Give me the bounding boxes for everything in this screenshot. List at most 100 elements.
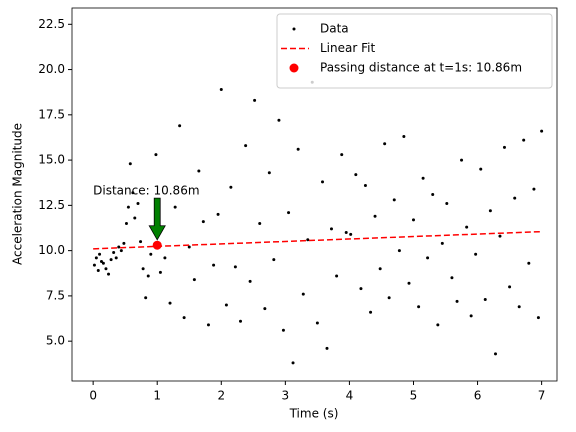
data-point bbox=[136, 202, 140, 206]
data-point bbox=[146, 274, 150, 278]
data-point bbox=[513, 196, 517, 200]
data-point bbox=[182, 316, 186, 320]
x-tick-label: 0 bbox=[89, 389, 97, 403]
data-point bbox=[187, 245, 191, 249]
data-point bbox=[119, 249, 123, 253]
data-point bbox=[263, 307, 267, 311]
y-tick-label: 7.5 bbox=[46, 288, 65, 302]
data-point bbox=[445, 202, 449, 206]
data-point bbox=[498, 234, 502, 238]
legend-label: Linear Fit bbox=[320, 41, 375, 55]
y-tick-label: 10.0 bbox=[38, 243, 65, 257]
data-point bbox=[383, 142, 387, 146]
data-point bbox=[450, 276, 454, 280]
data-point bbox=[216, 212, 220, 216]
data-point bbox=[122, 241, 126, 245]
data-point bbox=[493, 352, 497, 356]
data-point bbox=[212, 263, 216, 267]
fit-line bbox=[93, 230, 542, 250]
data-point bbox=[94, 256, 98, 260]
data-point bbox=[99, 259, 103, 263]
data-point bbox=[431, 193, 435, 196]
data-point bbox=[474, 252, 478, 256]
data-point bbox=[168, 301, 172, 305]
data-point bbox=[267, 171, 271, 175]
data-point bbox=[149, 252, 153, 256]
data-point bbox=[359, 287, 363, 291]
data-point bbox=[114, 256, 118, 260]
annotation-arrow bbox=[148, 197, 166, 241]
plot-frame bbox=[71, 7, 558, 382]
legend-marker bbox=[292, 27, 296, 31]
data-point bbox=[488, 209, 492, 213]
data-point bbox=[306, 238, 310, 242]
data-point bbox=[272, 258, 276, 262]
data-point bbox=[154, 153, 158, 157]
y-tick-label: 5.0 bbox=[46, 334, 65, 348]
data-point bbox=[163, 256, 167, 260]
x-tick-label: 6 bbox=[474, 389, 482, 403]
data-point bbox=[387, 296, 391, 300]
data-point bbox=[201, 220, 205, 224]
data-point bbox=[397, 249, 401, 253]
data-point bbox=[325, 346, 329, 350]
data-point bbox=[329, 227, 333, 231]
data-point bbox=[301, 292, 305, 296]
x-tick-label: 5 bbox=[410, 389, 418, 403]
data-point bbox=[178, 124, 182, 128]
data-point bbox=[219, 87, 223, 91]
data-point bbox=[126, 205, 130, 209]
data-point bbox=[340, 153, 344, 157]
x-tick-label: 1 bbox=[153, 389, 161, 403]
data-point bbox=[426, 256, 430, 260]
data-point bbox=[465, 225, 469, 229]
data-point bbox=[141, 267, 145, 271]
data-point bbox=[112, 250, 116, 254]
data-point bbox=[460, 158, 464, 162]
x-tick-label: 7 bbox=[538, 389, 546, 403]
data-point bbox=[455, 299, 459, 303]
legend-marker bbox=[289, 63, 299, 73]
data-point bbox=[131, 191, 135, 195]
data-point bbox=[128, 162, 132, 166]
data-point bbox=[417, 305, 421, 309]
data-point bbox=[436, 323, 440, 327]
data-point bbox=[206, 323, 210, 327]
data-point bbox=[407, 281, 411, 285]
data-point bbox=[527, 261, 531, 265]
data-point bbox=[101, 261, 105, 265]
x-tick-label: 2 bbox=[217, 389, 225, 403]
data-point bbox=[124, 221, 128, 225]
data-point bbox=[277, 118, 281, 122]
data-point bbox=[224, 303, 228, 307]
legend-label: Data bbox=[320, 22, 349, 36]
data-point bbox=[107, 272, 111, 276]
y-tick-label: 12.5 bbox=[38, 198, 65, 212]
x-tick-label: 4 bbox=[346, 389, 354, 403]
data-point bbox=[440, 241, 444, 245]
data-point bbox=[287, 211, 291, 215]
data-point bbox=[173, 205, 177, 209]
data-point bbox=[239, 319, 243, 323]
data-point bbox=[522, 138, 526, 142]
x-tick-label: 3 bbox=[282, 389, 290, 403]
data-point bbox=[244, 144, 248, 148]
data-point bbox=[139, 240, 143, 244]
data-point bbox=[315, 321, 319, 325]
passing-point bbox=[152, 240, 162, 250]
data-point bbox=[192, 278, 196, 282]
data-point bbox=[532, 187, 536, 191]
data-point bbox=[378, 267, 382, 271]
y-tick-label: 17.5 bbox=[38, 107, 65, 121]
y-tick-label: 20.0 bbox=[38, 62, 65, 76]
data-point bbox=[479, 167, 483, 171]
data-point bbox=[98, 252, 102, 256]
data-point bbox=[144, 296, 148, 300]
data-point bbox=[291, 361, 295, 365]
data-point bbox=[354, 173, 358, 177]
data-point bbox=[92, 263, 96, 267]
data-point bbox=[248, 279, 252, 283]
annotation-text: Distance: 10.86m bbox=[93, 183, 199, 197]
data-point bbox=[344, 231, 348, 235]
